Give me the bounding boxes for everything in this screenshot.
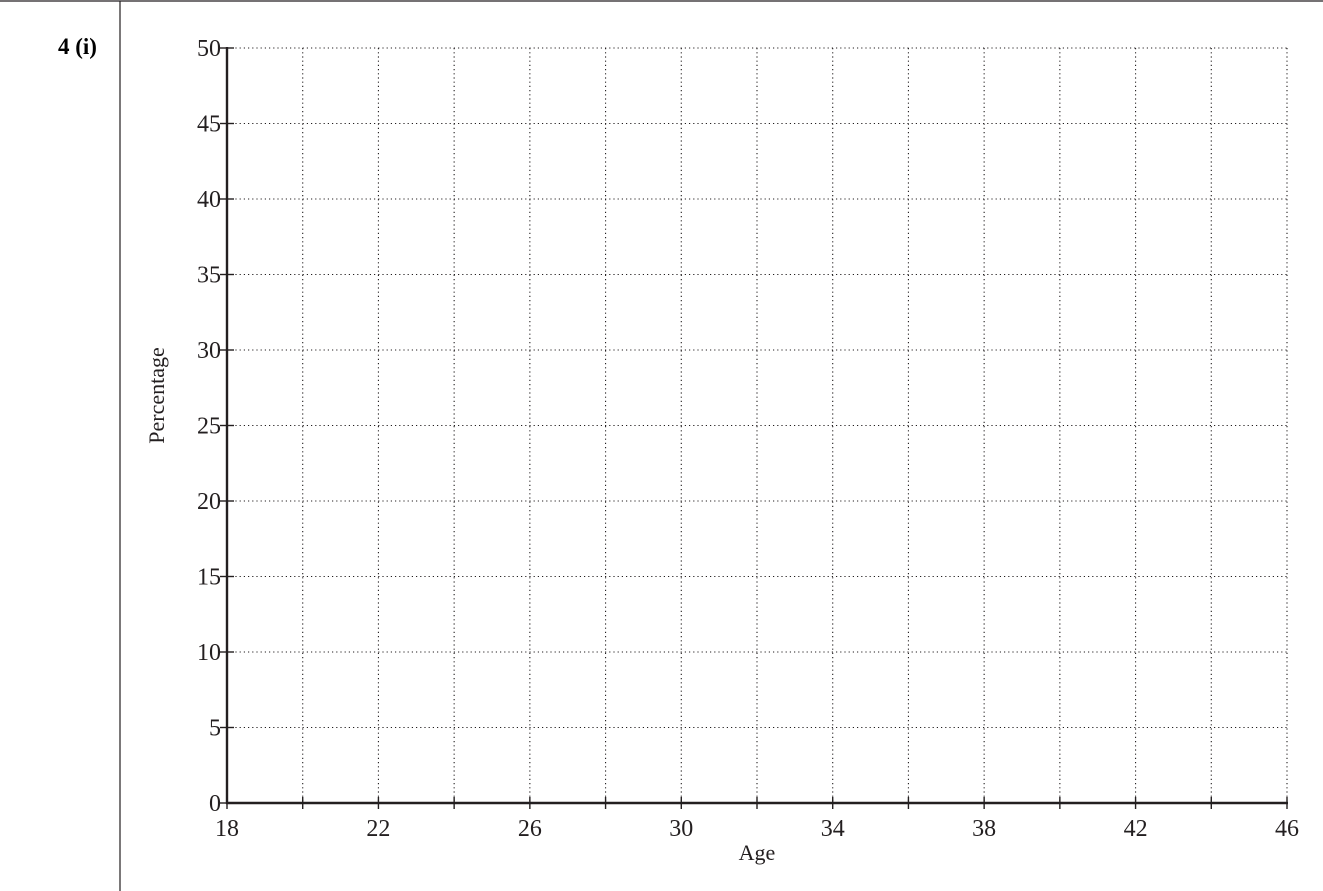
x-tick-label-34: 34 xyxy=(821,816,845,842)
tick-labels: 18 22 26 30 34 38 42 46 0 5 10 15 20 25 30 35 40 45 50 xyxy=(197,36,1299,842)
y-tick-label-5: 5 xyxy=(209,716,221,742)
y-tick-label-45: 45 xyxy=(197,112,221,138)
y-tick-label-40: 40 xyxy=(197,187,221,213)
y-tick-label-10: 10 xyxy=(197,640,221,666)
y-tick-label-25: 25 xyxy=(197,414,221,440)
x-tick-label-38: 38 xyxy=(972,816,996,842)
x-tick-label-30: 30 xyxy=(669,816,693,842)
y-axis-title: Percentage xyxy=(144,347,169,444)
x-axis-title: Age xyxy=(739,840,776,865)
y-tick-label-20: 20 xyxy=(197,489,221,515)
question-number: 4 (i) xyxy=(58,34,97,59)
y-tick-label-0: 0 xyxy=(209,791,221,817)
x-tick-label-22: 22 xyxy=(366,816,390,842)
y-tick-label-35: 35 xyxy=(197,263,221,289)
y-tick-label-15: 15 xyxy=(197,565,221,591)
x-tick-label-42: 42 xyxy=(1124,816,1148,842)
y-tick-label-50: 50 xyxy=(197,36,221,62)
grid-lines xyxy=(227,47,1288,803)
y-tick-label-30: 30 xyxy=(197,338,221,364)
x-tick-label-46: 46 xyxy=(1275,816,1299,842)
x-tick-label-18: 18 xyxy=(215,816,239,842)
x-tick-label-26: 26 xyxy=(518,816,542,842)
ticks xyxy=(220,47,1288,809)
